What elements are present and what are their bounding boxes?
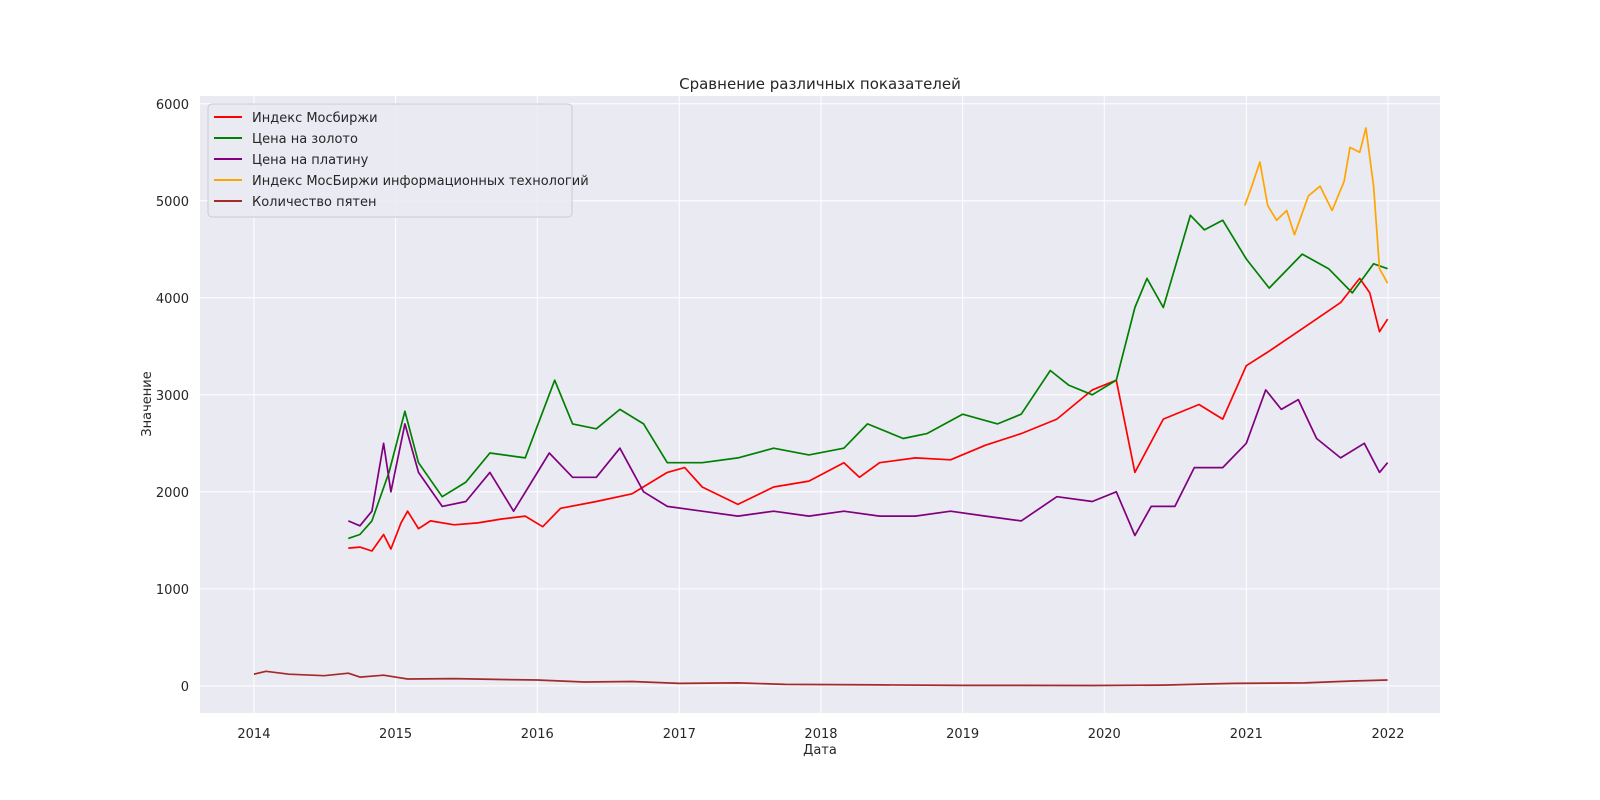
x-tick-label: 2016 [521,727,554,742]
chart-title: Сравнение различных показателей [679,75,961,93]
y-tick-label: 3000 [156,389,189,404]
series-lines [253,127,1389,687]
x-tick-label: 2014 [237,727,270,742]
series-line-1 [348,214,1388,540]
y-tick-label: 6000 [156,98,189,113]
y-tick-label: 4000 [156,292,189,307]
series-line-2 [347,389,1389,537]
y-tick-label: 5000 [156,195,189,210]
legend-label: Цена на золото [252,132,358,147]
series-line-3 [1244,127,1389,284]
y-tick-label: 0 [181,680,189,695]
legend-label: Цена на платину [252,153,369,168]
x-axis-title: Дата [803,743,837,758]
series-line-0 [348,277,1389,552]
legend: Индекс Мосбиржи Цена на золото Цена на пла… [207,103,589,218]
legend-label: Индекс Мосбиржи [252,111,378,126]
y-tick-label: 2000 [156,486,189,501]
y-tick-label: 1000 [156,583,189,598]
legend-label: Количество пятен [252,195,376,210]
x-tick-label: 2021 [1230,727,1263,742]
legend-box [207,103,573,218]
x-tick-label: 2020 [1088,727,1121,742]
x-tick-label: 2022 [1371,727,1404,742]
x-tick-label: 2015 [379,727,412,742]
y-axis-title: Значение [140,371,155,436]
series-line-4 [253,670,1388,687]
x-tick-label: 2018 [804,727,837,742]
axes: 2014 2015 2016 2017 2018 2019 2020 2021 2022 0 100… [156,98,1405,742]
x-tick-label: 2017 [663,727,696,742]
x-tick-label: 2019 [946,727,979,742]
legend-label: Индекс МосБиржи информационных технологи… [252,174,589,189]
